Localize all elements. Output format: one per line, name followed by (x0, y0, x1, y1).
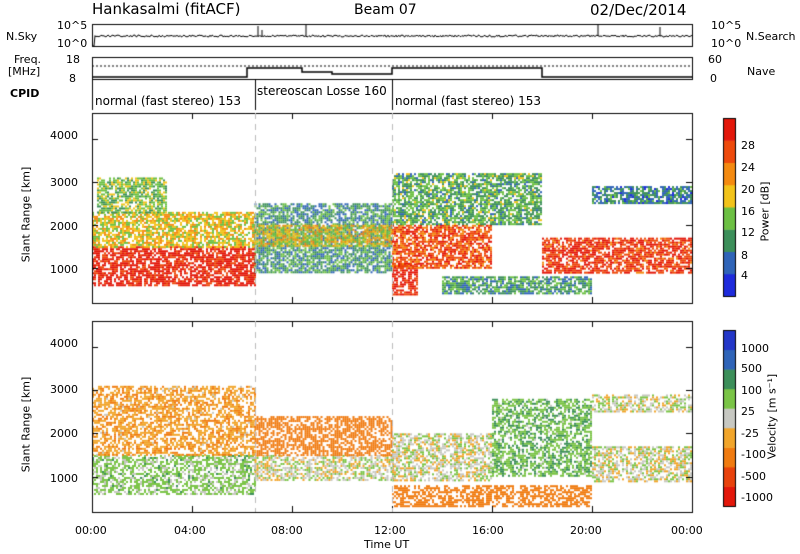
power-cbar-tick-8: 8 (741, 249, 748, 262)
velocity-cbar-tick-neg1000: -1000 (741, 491, 773, 504)
nsky-bottom: 10^0 (57, 37, 88, 50)
nsearch-bottom: 10^0 (711, 37, 742, 50)
velocity-y-tick-3000: 3000 (50, 383, 78, 396)
velocity-cbar-tick-1000: 1000 (741, 342, 769, 355)
power-cbar-tick-12: 12 (741, 226, 755, 239)
date-title: 02/Dec/2014 (590, 1, 687, 19)
cpid-label: CPID (10, 87, 40, 100)
velocity-cbar-label: Velocity [m s⁻¹] (765, 373, 779, 460)
freq-top: 18 (66, 53, 80, 66)
x-tick-2: 08:00 (271, 524, 303, 537)
power-cbar-tick-4: 4 (741, 269, 748, 282)
freq-label: Freq. (14, 53, 42, 66)
cpid-segment-2: stereoscan Losse 160 (257, 84, 387, 98)
x-tick-1: 04:00 (174, 524, 206, 537)
power-y-tick-2000: 2000 (50, 220, 78, 233)
velocity-cbar-tick-100: 100 (741, 384, 762, 397)
freq-unit: [MHz] (8, 65, 41, 78)
beam-title: Beam 07 (354, 2, 417, 18)
nsearch-top: 10^5 (711, 19, 742, 32)
nsearch-label: N.Search (746, 30, 796, 43)
velocity-cbar-tick-neg100: -100 (741, 448, 766, 461)
power-cbar-tick-16: 16 (741, 205, 755, 218)
nave-top: 60 (708, 53, 722, 66)
power-y-tick-3000: 3000 (50, 176, 78, 189)
nave-bottom: 0 (710, 72, 717, 85)
power-cbar-tick-20: 20 (741, 183, 755, 196)
velocity-y-tick-2000: 2000 (50, 427, 78, 440)
x-tick-0: 00:00 (75, 524, 107, 537)
velocity-y-tick-4000: 4000 (50, 337, 78, 350)
velocity-y-tick-1000: 1000 (50, 472, 78, 485)
cpid-segment-3: normal (fast stereo) 153 (395, 94, 542, 108)
station-title: Hankasalmi (fitACF) (92, 0, 241, 18)
freq-bottom: 8 (69, 72, 76, 85)
nsky-label: N.Sky (6, 30, 38, 43)
power-y-tick-4000: 4000 (50, 129, 78, 142)
nsky-top: 10^5 (57, 19, 88, 32)
power-cbar-tick-28: 28 (741, 139, 755, 152)
x-tick-6: 00:00 (671, 524, 703, 537)
cpid-segment-1: normal (fast stereo) 153 (95, 94, 242, 108)
x-axis-label: Time UT (364, 538, 410, 551)
velocity-cbar-tick-neg500: -500 (741, 470, 766, 483)
x-tick-5: 20:00 (570, 524, 602, 537)
velocity-cbar-tick-neg25: -25 (741, 427, 759, 440)
x-tick-3: 12:00 (374, 524, 406, 537)
power-cbar-label: Power [dB] (758, 181, 772, 242)
velocity-cbar-tick-25: 25 (741, 405, 755, 418)
power-y-tick-1000: 1000 (50, 263, 78, 276)
nave-label: Nave (747, 65, 776, 78)
power-cbar-tick-24: 24 (741, 161, 755, 174)
power-y-label: Slant Range [km] (19, 166, 33, 263)
x-tick-4: 16:00 (472, 524, 504, 537)
velocity-y-label: Slant Range [km] (19, 376, 33, 473)
velocity-cbar-tick-500: 500 (741, 362, 762, 375)
